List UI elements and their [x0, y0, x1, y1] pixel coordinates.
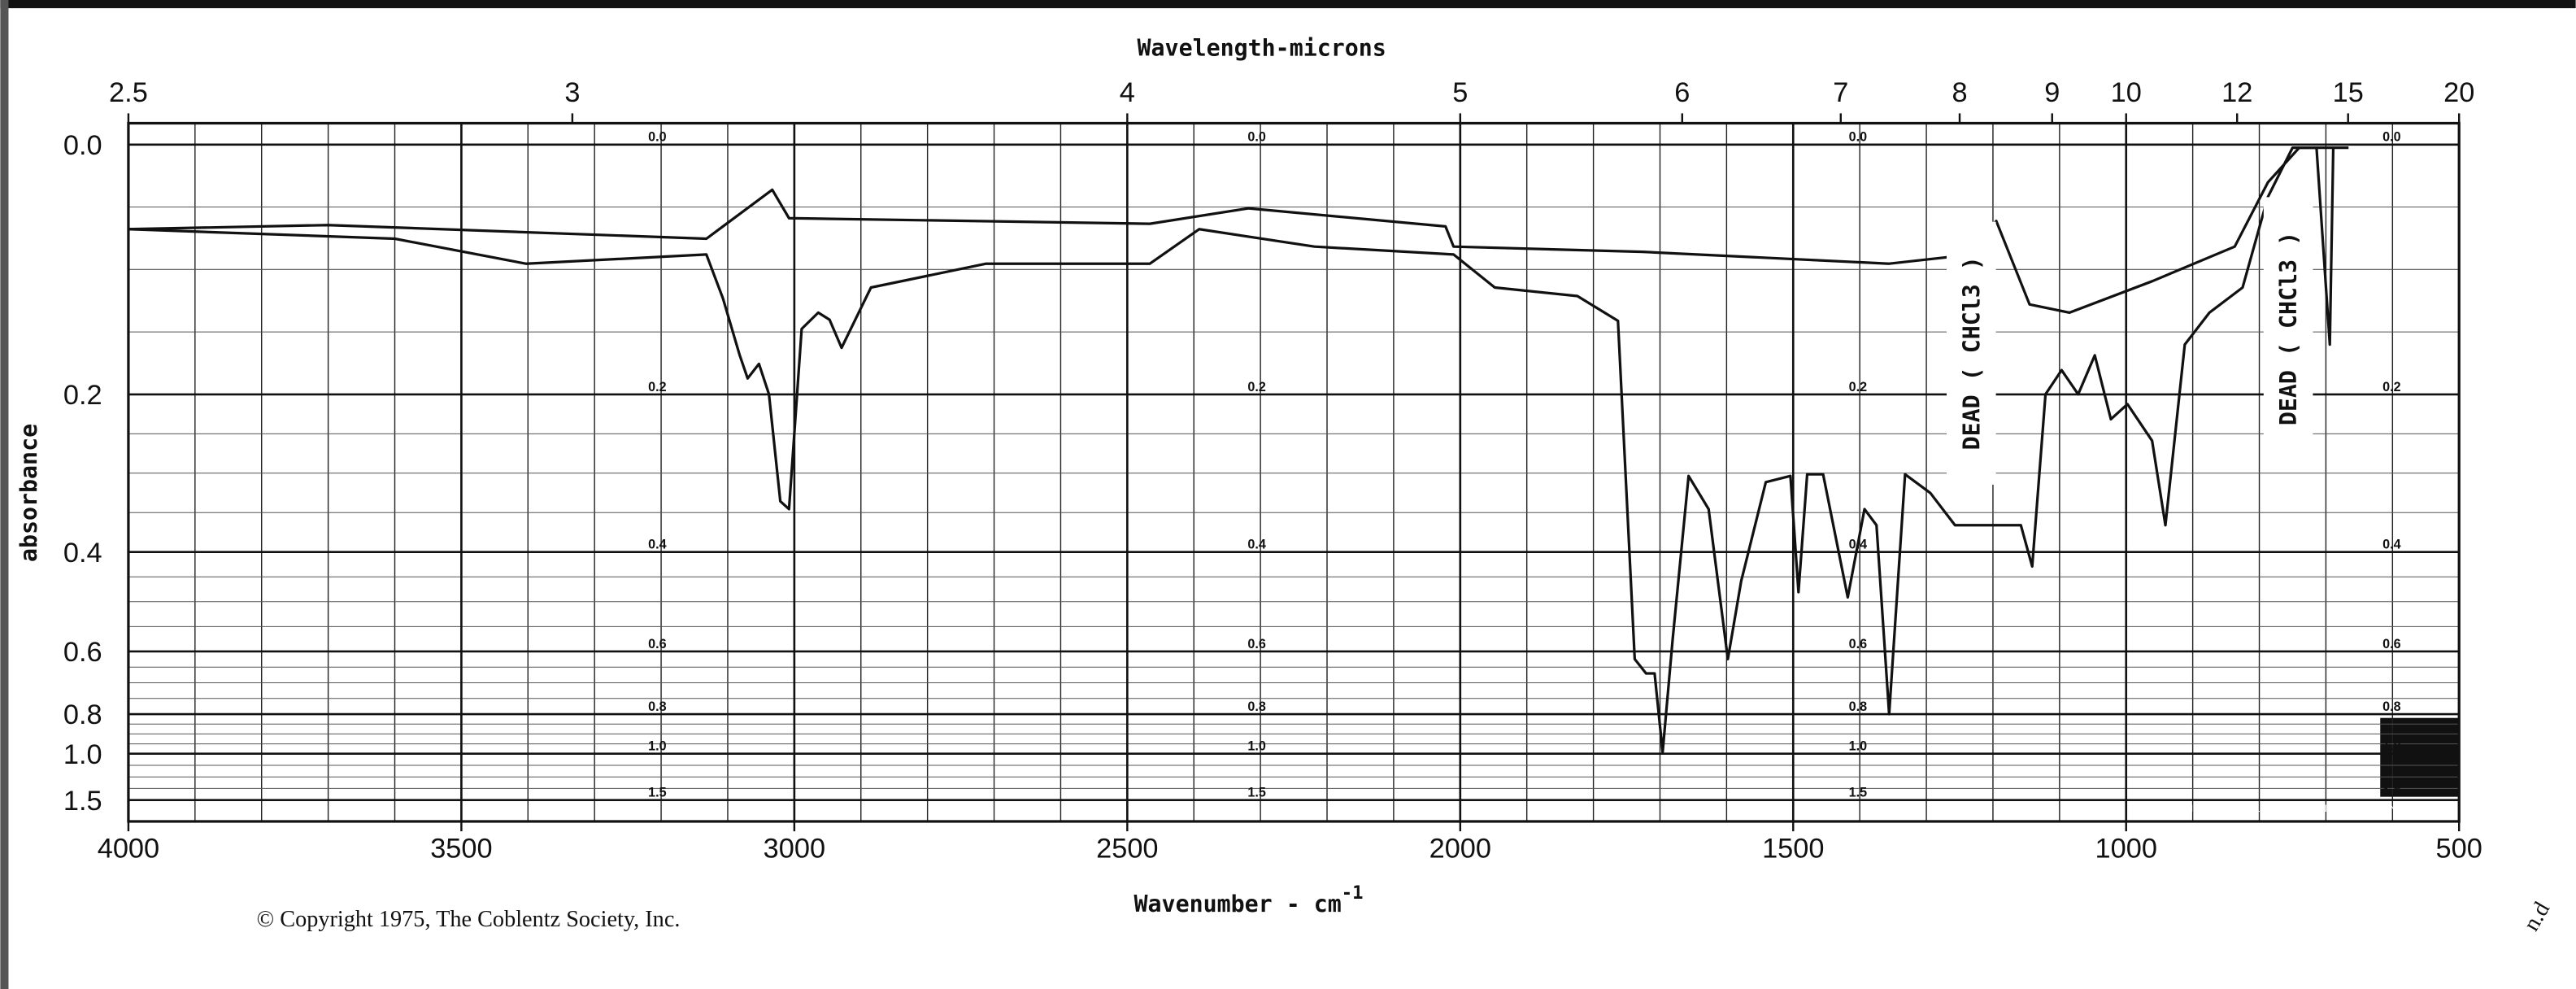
y-axis-title: absorbance	[15, 424, 42, 562]
top-tick-label: 15	[2333, 77, 2364, 108]
inner-y-label: 1.0	[1849, 739, 1867, 754]
x-tick-label: 500	[2436, 833, 2482, 864]
inner-y-label: 0.0	[2382, 130, 2400, 145]
inner-y-label: 0.6	[1849, 637, 1867, 651]
inner-y-label: 0.2	[1247, 380, 1265, 394]
inner-y-label: 1.5	[1247, 786, 1265, 800]
top-tick-label: 7	[1833, 77, 1848, 108]
top-tick-label: 6	[1674, 77, 1690, 108]
inner-y-label: 0.0	[1247, 130, 1265, 145]
inner-y-label: 1.5	[1849, 786, 1867, 800]
top-tick-label: 2.5	[109, 77, 148, 108]
inner-y-label: 0.8	[648, 699, 666, 714]
y-tick-label: 0.8	[63, 699, 102, 730]
y-tick-label: 1.0	[63, 739, 102, 770]
top-tick-label: 3	[564, 77, 580, 108]
inner-y-label: 1.0	[1247, 739, 1265, 754]
y-tick-label: 0.0	[63, 130, 102, 161]
spectrum-line	[128, 146, 2335, 754]
spectrum-line	[128, 146, 2349, 315]
inner-y-label: 1.5	[2382, 786, 2400, 800]
x-tick-label: 3000	[764, 833, 825, 864]
inner-y-label: 1.0	[2382, 739, 2400, 754]
top-tick-label: 5	[1452, 77, 1468, 108]
inner-y-label: 0.6	[1247, 637, 1265, 651]
top-tick-label: 12	[2221, 77, 2252, 108]
top-tick-label: 4	[1120, 77, 1135, 108]
handwritten-note: n.d	[2519, 898, 2556, 935]
x-tick-label: 2000	[1429, 833, 1491, 864]
x-tick-label: 3500	[430, 833, 492, 864]
inner-y-label: 0.2	[1849, 380, 1867, 394]
top-axis-title: Wavelength-microns	[1138, 35, 1386, 62]
inner-y-label: 1.5	[648, 786, 666, 800]
y-tick-label: 1.5	[63, 786, 102, 817]
inner-y-label: 0.4	[1247, 538, 1265, 552]
y-tick-label: 0.2	[63, 380, 102, 411]
y-tick-label: 0.4	[63, 538, 102, 569]
inner-y-label: 0.4	[2382, 538, 2400, 552]
x-tick-label: 1500	[1762, 833, 1824, 864]
x-axis-title-main: Wavenumber - cm	[1134, 891, 1342, 917]
x-tick-label: 4000	[98, 833, 159, 864]
y-tick-label: 0.6	[63, 637, 102, 668]
corner-block	[2380, 717, 2460, 797]
note-background	[1946, 221, 1996, 485]
maker-note: THE PERKIN - ELMER CORP., NORWALK, CONN.	[2180, 803, 2406, 814]
note-background	[2263, 197, 2313, 460]
plot-frame	[127, 121, 2461, 823]
top-tick-label: 9	[2044, 77, 2060, 108]
x-axis-title: Wavenumber - cm-1	[1134, 882, 1364, 917]
top-tick-label: 10	[2111, 77, 2142, 108]
inner-y-label: 0.8	[1849, 699, 1867, 714]
inner-y-label: 0.0	[648, 130, 666, 145]
inner-y-label: 0.2	[648, 380, 666, 394]
inner-y-label: 0.8	[1247, 699, 1265, 714]
x-tick-label: 2500	[1096, 833, 1158, 864]
x-tick-label: 1000	[2095, 833, 2157, 864]
inner-y-label: 0.2	[2382, 380, 2400, 394]
copyright: © Copyright 1975, The Coblentz Society, …	[257, 907, 681, 932]
left-border	[0, 0, 9, 989]
top-tick-label: 20	[2443, 77, 2474, 108]
top-tick-label: 8	[1952, 77, 1967, 108]
chcl3-note: DEAD ( CHCl3 )	[2275, 232, 2302, 425]
x-axis-title-sup: -1	[1342, 882, 1364, 904]
inner-y-label: 0.8	[2382, 699, 2400, 714]
inner-y-label: 0.6	[648, 637, 666, 651]
inner-y-label: 1.0	[648, 739, 666, 754]
inner-y-label: 0.0	[1849, 130, 1867, 145]
chcl3-note: DEAD ( CHCl3 )	[1958, 256, 1985, 450]
top-border	[0, 0, 2576, 9]
inner-y-label: 0.4	[648, 538, 666, 552]
inner-y-label: 0.6	[2382, 637, 2400, 651]
